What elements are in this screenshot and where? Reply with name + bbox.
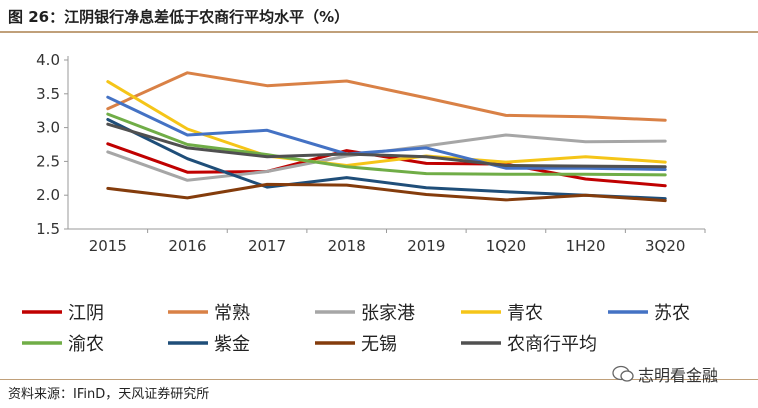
chart-title: 图 26：江阴银行净息差低于农商行平均水平（%） [8,8,350,26]
y-tick-label: 3.5 [36,85,60,103]
wechat-icon [612,365,634,382]
legend-label: 紫金 [214,334,250,355]
series-line [106,112,667,177]
legend-label: 江阴 [68,303,104,324]
legend-label: 苏农 [654,303,690,324]
x-tick-label: 2018 [328,237,366,255]
legend-label: 张家港 [361,303,415,324]
series-line [106,142,667,188]
footer-divider [0,379,758,380]
y-tick-label: 1.5 [36,220,60,238]
y-tick-label: 2.5 [36,152,60,170]
y-tick-label: 4.0 [36,51,60,69]
legend-label: 渝农 [68,334,104,355]
x-tick-label: 1H20 [566,237,606,255]
series-line [106,182,667,203]
legend-label: 青农 [507,303,543,324]
series-line [106,71,667,122]
series-lines [106,71,667,203]
series-line [106,122,667,169]
x-tick-label: 2016 [168,237,206,255]
x-tick-label: 2019 [407,237,445,255]
legend-label: 农商行平均 [507,334,597,355]
series-line [106,95,667,171]
y-tick-label: 2.0 [36,186,60,204]
y-tick-label: 3.0 [36,119,60,137]
legend-label: 常熟 [214,303,250,324]
axes: 4.0 3.5 3.0 2.5 2.0 1.5 2015 2016 2017 2018 2019 1Q… [36,51,706,255]
watermark: 志明看金融 [612,362,718,386]
x-tick-label: 3Q20 [645,237,685,255]
title-divider [0,31,758,33]
legend-label: 无锡 [361,334,397,355]
source-note: 资料来源：IFinD，天风证券研究所 [8,387,210,402]
watermark-text: 志明看金融 [638,366,719,385]
x-tick-label: 2015 [89,237,127,255]
series-line [106,80,667,167]
x-tick-label: 2017 [248,237,286,255]
x-tick-label: 1Q20 [486,237,526,255]
